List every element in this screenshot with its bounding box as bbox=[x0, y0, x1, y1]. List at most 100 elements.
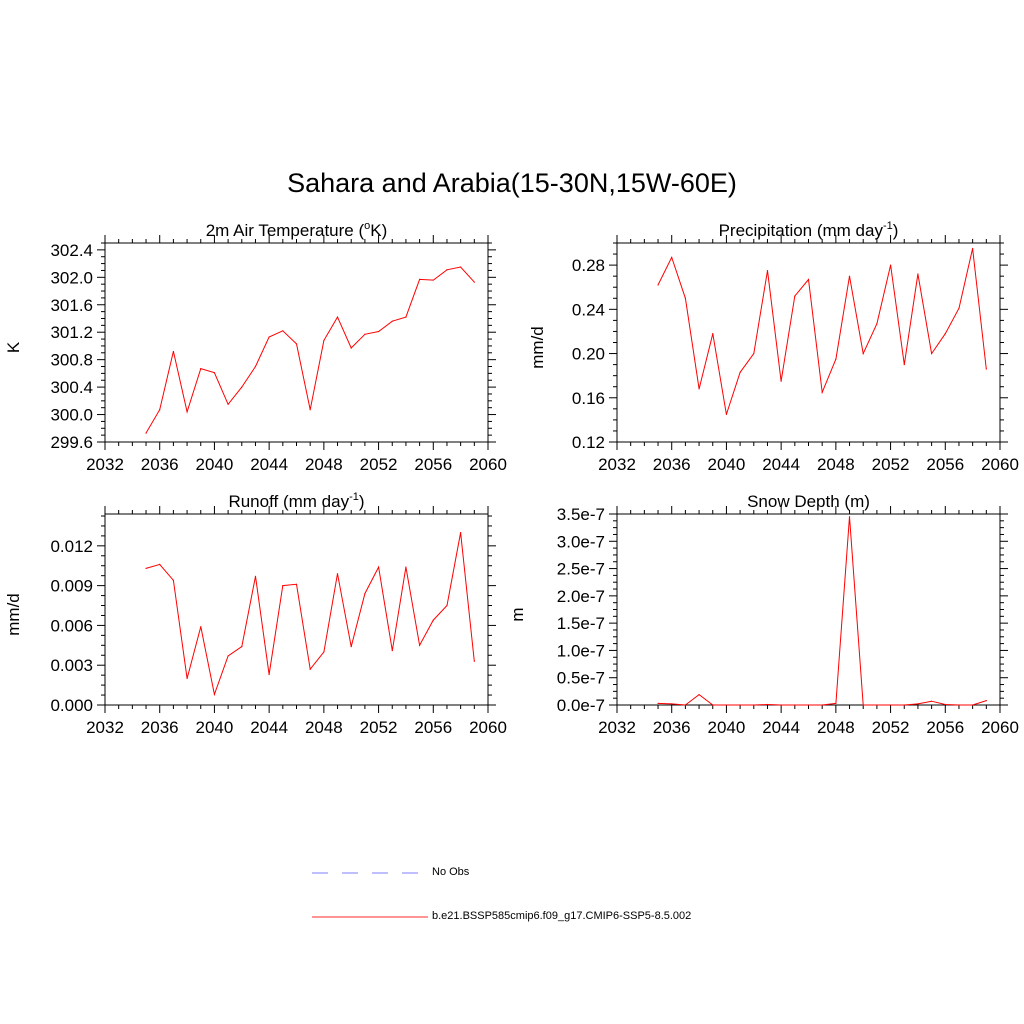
data-point bbox=[213, 693, 216, 695]
panel-title-sup: -1 bbox=[349, 491, 359, 503]
x-tick-label: 2052 bbox=[872, 455, 910, 474]
y-tick-label: 1.5e-7 bbox=[557, 614, 605, 633]
data-point bbox=[712, 704, 714, 706]
data-point bbox=[159, 409, 161, 411]
x-tick-label: 2040 bbox=[708, 718, 746, 737]
y-axis-label: m bbox=[508, 607, 527, 621]
data-point bbox=[377, 330, 380, 333]
panel-title-main: 2m Air Temperature ( bbox=[206, 221, 365, 240]
y-tick-label: 3.5e-7 bbox=[557, 505, 605, 524]
y-tick-label: 300.8 bbox=[50, 351, 93, 370]
data-point bbox=[876, 704, 878, 706]
data-point bbox=[282, 330, 284, 332]
figure-title: Sahara and Arabia(15-30N,15W-60E) bbox=[287, 168, 737, 198]
y-tick-label: 0.003 bbox=[50, 656, 93, 675]
data-point bbox=[698, 694, 700, 696]
data-point bbox=[889, 264, 892, 266]
x-tick-label: 2036 bbox=[653, 718, 691, 737]
data-point bbox=[336, 316, 339, 318]
panel-title-main: Precipitation (mm day bbox=[719, 221, 884, 240]
x-tick-label: 2036 bbox=[141, 718, 179, 737]
panel-title-sup: o bbox=[364, 220, 370, 232]
data-point bbox=[821, 391, 823, 393]
panel-title-end: K) bbox=[370, 221, 387, 240]
data-point bbox=[473, 660, 475, 662]
y-tick-label: 300.0 bbox=[50, 406, 93, 425]
plot-frame bbox=[104, 242, 489, 443]
y-tick-label: 0.0e-7 bbox=[557, 696, 605, 715]
data-point bbox=[931, 352, 933, 355]
y-tick-label: 302.0 bbox=[50, 268, 93, 287]
data-point bbox=[712, 333, 714, 335]
data-point bbox=[241, 646, 243, 648]
data-point bbox=[972, 704, 974, 706]
data-point bbox=[377, 566, 380, 568]
x-tick-label: 2060 bbox=[981, 718, 1019, 737]
x-tick-label: 2056 bbox=[926, 455, 964, 474]
y-tick-label: 0.28 bbox=[572, 256, 605, 275]
x-tick-label: 2044 bbox=[762, 455, 800, 474]
data-point bbox=[739, 704, 741, 706]
data-point bbox=[794, 704, 796, 706]
data-point bbox=[835, 358, 837, 360]
data-point bbox=[473, 281, 475, 283]
data-point bbox=[227, 655, 229, 657]
x-tick-label: 2032 bbox=[86, 455, 124, 474]
data-point bbox=[391, 650, 393, 652]
data-point bbox=[419, 278, 421, 280]
data-point bbox=[766, 270, 769, 272]
data-point bbox=[821, 704, 823, 706]
data-point bbox=[985, 368, 987, 370]
data-point bbox=[336, 573, 339, 575]
x-tick-label: 2040 bbox=[196, 455, 234, 474]
data-point bbox=[944, 333, 946, 335]
y-tick-label: 0.012 bbox=[50, 537, 93, 556]
data-point bbox=[753, 352, 755, 355]
panel-title: 2m Air Temperature (oK) bbox=[206, 220, 388, 240]
panel-3: Runoff (mm day-1) mm/d 2032 2036 2040 2044 204… bbox=[4, 491, 507, 737]
x-tick-label: 2060 bbox=[981, 455, 1019, 474]
x-tick-label: 2032 bbox=[86, 718, 124, 737]
panel-title: Snow Depth (m) bbox=[747, 492, 870, 511]
data-point bbox=[200, 367, 202, 370]
data-point bbox=[405, 566, 407, 568]
panel-4: Snow Depth (m) m 2032 2036 2040 2044 2048 2052 2… bbox=[508, 492, 1019, 737]
data-point bbox=[876, 323, 878, 325]
y-tick-label: 2.0e-7 bbox=[557, 587, 605, 606]
data-point bbox=[350, 646, 352, 648]
data-point bbox=[254, 575, 257, 577]
data-point bbox=[446, 269, 448, 271]
y-tick-label: 0.006 bbox=[50, 616, 93, 635]
y-tick-label: 300.4 bbox=[50, 378, 93, 397]
data-point bbox=[671, 256, 673, 258]
data-point bbox=[862, 352, 864, 355]
panel-title-main: Runoff (mm day bbox=[228, 492, 349, 511]
series-line bbox=[657, 516, 987, 706]
x-tick-label: 2048 bbox=[305, 718, 343, 737]
panel-1: 2m Air Temperature (oK) K 2032 2036 2040 2044… bbox=[4, 220, 507, 474]
data-point bbox=[172, 579, 174, 581]
x-tick-label: 2052 bbox=[360, 455, 398, 474]
x-tick-label: 2048 bbox=[817, 455, 855, 474]
data-point bbox=[657, 284, 659, 286]
data-point bbox=[186, 411, 188, 413]
y-tick-label: 2.5e-7 bbox=[557, 560, 605, 579]
data-point bbox=[848, 275, 851, 277]
y-tick-label: 0.12 bbox=[572, 433, 605, 452]
y-tick-label: 1.0e-7 bbox=[557, 641, 605, 660]
data-point bbox=[268, 336, 270, 338]
data-point bbox=[145, 432, 147, 434]
x-tick-label: 2032 bbox=[598, 718, 636, 737]
data-point bbox=[309, 409, 311, 411]
data-point bbox=[295, 343, 298, 345]
data-point bbox=[282, 585, 284, 587]
data-point bbox=[766, 703, 769, 706]
data-point bbox=[794, 295, 796, 297]
x-tick-label: 2040 bbox=[708, 455, 746, 474]
y-tick-label: 299.6 bbox=[50, 433, 93, 452]
data-point bbox=[835, 702, 837, 704]
x-tick-label: 2036 bbox=[653, 455, 691, 474]
data-point bbox=[200, 626, 202, 628]
data-point bbox=[807, 704, 810, 706]
x-tick-label: 2044 bbox=[762, 718, 800, 737]
